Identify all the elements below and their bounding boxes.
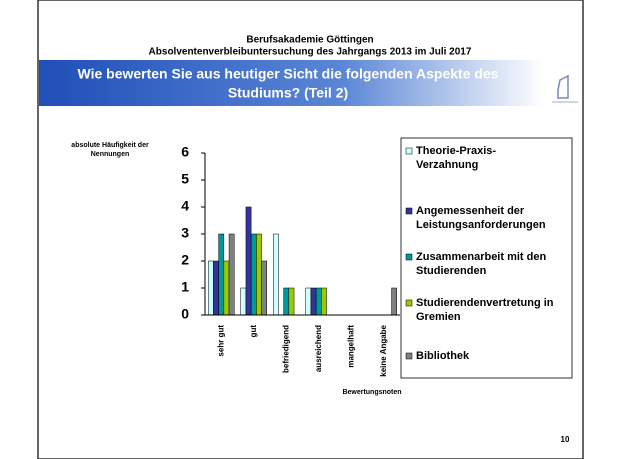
- x-tick-label: gut: [249, 325, 258, 338]
- question: Studiums? (Teil 2): [228, 85, 348, 101]
- org: Berufsakademie Göttingen: [246, 35, 373, 46]
- bar: [256, 233, 262, 316]
- bar: [283, 287, 290, 316]
- bar: [240, 287, 247, 316]
- y-tick-label: 2: [181, 252, 189, 268]
- legend-box: [400, 137, 573, 379]
- logo: [552, 74, 578, 103]
- x-tick-label: keine Angabe: [379, 324, 388, 376]
- y-tick-label: 5: [181, 171, 189, 187]
- legend-label: Angemessenheit der Leistungsanforderungen: [416, 205, 546, 231]
- legend-label: Theorie-Praxis- Verzahnung: [416, 145, 496, 171]
- bar: [315, 287, 322, 316]
- y-tick-label: 0: [181, 306, 189, 322]
- bar: [245, 206, 252, 316]
- legend-swatch: [405, 147, 413, 155]
- bar: [228, 233, 235, 316]
- survey: Absolventenverbleibuntersuchung des Jahr…: [149, 47, 472, 58]
- y-tick-label: 1: [181, 279, 189, 295]
- legend-swatch: [405, 253, 413, 261]
- legend-label-line: Verzahnung: [416, 159, 478, 171]
- bar: [213, 260, 219, 316]
- question: Wie bewerten Sie aus heutiger Sicht die …: [77, 66, 498, 82]
- y-tick-label: 4: [181, 198, 189, 214]
- bar: [261, 260, 267, 316]
- legend-label-line: Angemessenheit der: [416, 205, 525, 217]
- y-axis-label-line: Nennungen: [91, 151, 130, 158]
- bar: [288, 287, 295, 316]
- bar: [223, 260, 230, 316]
- x-tick-label: mangelhaft: [346, 325, 355, 368]
- legend-label-line: Theorie-Praxis-: [416, 145, 496, 157]
- bar: [321, 287, 327, 316]
- y-axis-label-line: absolute Häufigkeit der: [71, 142, 149, 149]
- legend-label-line: Zusammenarbeit mit den: [416, 251, 546, 263]
- bar: [218, 233, 225, 316]
- legend-swatch: [405, 352, 413, 360]
- title-band: [39, 60, 544, 106]
- legend-label: Zusammenarbeit mit den Studierenden: [416, 251, 546, 277]
- x-tick-label: sehr gut: [216, 325, 225, 357]
- legend-label-line: Leistungsanforderungen: [416, 219, 546, 231]
- legend-label-line: Studierenden: [416, 265, 487, 277]
- legend-swatch: [405, 207, 413, 215]
- bar: [208, 260, 214, 316]
- bar: [391, 287, 397, 316]
- bar: [273, 233, 279, 316]
- legend-label: Studierendenvertretung in Gremien: [416, 297, 554, 323]
- legend-label: Bibliothek: [416, 350, 470, 362]
- y-tick-label: 3: [181, 225, 189, 241]
- legend-label-line: Gremien: [416, 311, 461, 323]
- y-tick-label: 6: [181, 144, 189, 160]
- bar: [310, 287, 317, 316]
- page-number: 10: [561, 435, 570, 444]
- y-axis-label: absolute Häufigkeit der Nennungen: [71, 142, 149, 158]
- x-axis-label: Bewertungsnoten: [342, 389, 401, 396]
- legend-label-line: Studierendenvertretung in: [416, 297, 554, 309]
- legend-swatch: [405, 299, 413, 307]
- x-tick-label: ausreichend: [314, 325, 323, 372]
- bar: [305, 287, 312, 316]
- bar: [250, 233, 257, 316]
- x-tick-label: befriedigend: [281, 325, 290, 373]
